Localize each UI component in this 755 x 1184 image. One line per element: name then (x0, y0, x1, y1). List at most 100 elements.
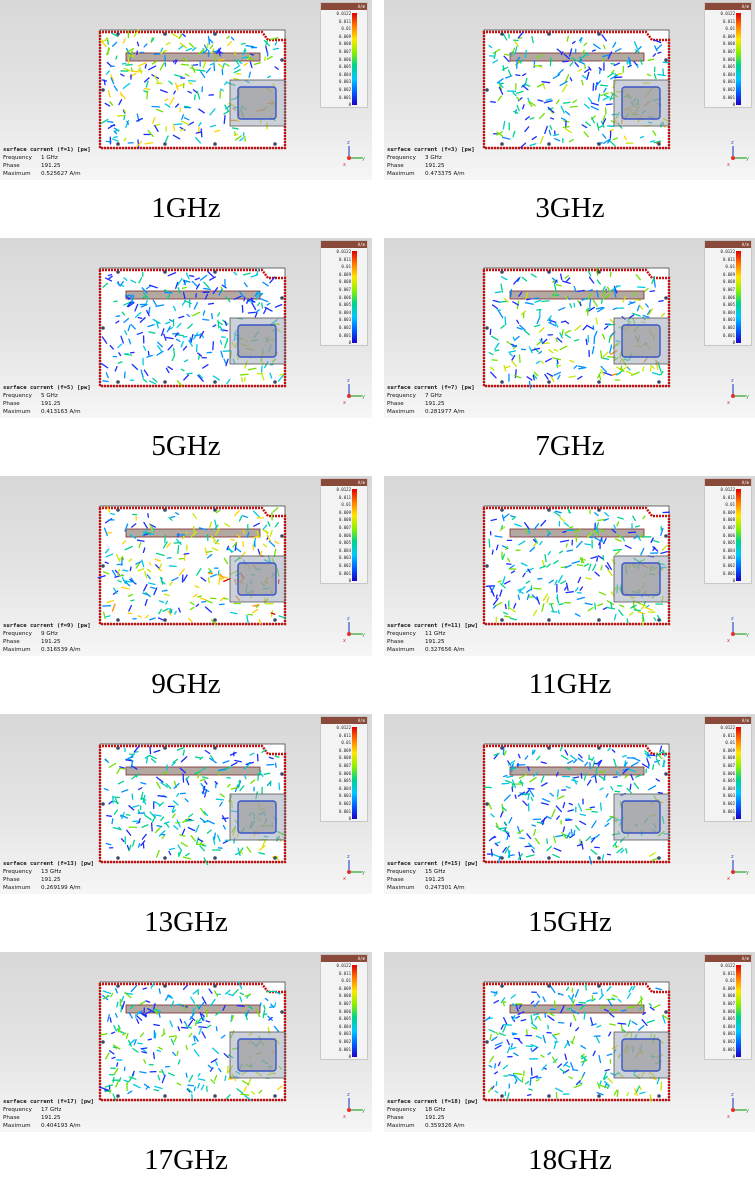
legend-unit: A/m (321, 241, 367, 248)
axes-triad-icon: zyx (340, 138, 366, 168)
legend-tick: 0 (323, 102, 351, 107)
legend-tick: 0.001 (707, 95, 735, 100)
legend-tick: 0.002 (707, 1039, 735, 1044)
axes-triad-icon: zyx (340, 376, 366, 406)
slot (510, 291, 644, 299)
info-label: Phase (387, 162, 425, 170)
legend-tick: 0.0122 (323, 487, 351, 492)
screw-hole (280, 772, 284, 776)
legend-tick: 0 (707, 102, 735, 107)
screw-hole (547, 32, 551, 36)
screw-hole (664, 772, 668, 776)
screw-hole (597, 746, 601, 750)
legend-tick: 0.004 (707, 1024, 735, 1029)
axis-label-x: x (727, 1114, 730, 1120)
component-inner (238, 801, 276, 833)
legend-tick: 0.002 (707, 563, 735, 568)
info-label: Maximum (3, 884, 41, 892)
screw-hole (664, 1010, 668, 1014)
axes-triad-icon: zyx (724, 852, 750, 882)
legend-tick: 0 (707, 1054, 735, 1059)
legend-tick: 0.001 (707, 1047, 735, 1052)
info-value: 191.25 (425, 1114, 445, 1122)
legend-tick: 0.01 (707, 502, 735, 507)
legend-tick: 0.009 (707, 272, 735, 277)
screw-hole (273, 1094, 277, 1098)
legend-tick: 0.005 (323, 1016, 351, 1021)
info-label: Frequency (387, 868, 425, 876)
legend-tick: 0.006 (707, 1009, 735, 1014)
screw-hole (116, 32, 120, 36)
screw-hole (213, 856, 217, 860)
axis-label-x: x (343, 400, 346, 406)
legend-tick: 0.003 (323, 555, 351, 560)
info-label: Frequency (387, 1106, 425, 1114)
info-label: Phase (387, 638, 425, 646)
info-value: 0.269199 A/m (41, 884, 81, 892)
screw-hole (657, 380, 661, 384)
legend-tick: 0.001 (323, 333, 351, 338)
legend-tick: 0.006 (707, 771, 735, 776)
screw-hole (273, 380, 277, 384)
legend-tick: 0.008 (323, 41, 351, 46)
legend-tick: 0.007 (707, 49, 735, 54)
screw-hole (273, 142, 277, 146)
screw-hole (273, 618, 277, 622)
screw-hole (213, 142, 217, 146)
component-inner (622, 87, 660, 119)
info-value: 191.25 (425, 162, 445, 170)
legend-tick: 0.011 (323, 971, 351, 976)
legend-tick: 0.001 (323, 809, 351, 814)
legend-tick: 0.002 (707, 87, 735, 92)
legend-tick: 0.0122 (707, 249, 735, 254)
legend-tick: 0.0122 (707, 725, 735, 730)
axis-label-y: y (362, 1108, 365, 1114)
screw-hole (213, 618, 217, 622)
colorbar (736, 965, 741, 1057)
legend-tick: 0.01 (707, 978, 735, 983)
legend-tick: 0.0122 (323, 963, 351, 968)
legend-tick: 0.001 (707, 333, 735, 338)
info-header: surface current (f=17) [pw] (3, 1098, 203, 1106)
legend-tick: 0.01 (323, 264, 351, 269)
info-value: 11 GHz (425, 630, 445, 638)
legend-tick: 0 (323, 340, 351, 345)
axis-label-y: y (746, 632, 749, 638)
legend-tick: 0.01 (323, 978, 351, 983)
axis-label-z: z (731, 616, 734, 622)
legend-tick: 0.006 (323, 57, 351, 62)
axis-label-z: z (731, 378, 734, 384)
frequency-caption: 3GHz (384, 188, 755, 228)
screw-hole (547, 270, 551, 274)
slot (510, 53, 644, 61)
axis-label-z: z (731, 854, 734, 860)
component-inner (622, 563, 660, 595)
info-value: 191.25 (41, 162, 61, 170)
legend-tick: 0.001 (707, 809, 735, 814)
colorbar (352, 727, 357, 819)
axes-triad-icon: zyx (724, 376, 750, 406)
info-value: 0.359326 A/m (425, 1122, 465, 1130)
legend-tick: 0 (707, 578, 735, 583)
legend-tick: 0.009 (707, 510, 735, 515)
info-label: Phase (3, 638, 41, 646)
legend-tick: 0.009 (707, 986, 735, 991)
legend-tick: 0.011 (707, 495, 735, 500)
legend-tick: 0.003 (707, 555, 735, 560)
info-header: surface current (f=11) [pw] (387, 622, 587, 630)
axis-label-z: z (347, 616, 350, 622)
info-label: Maximum (3, 646, 41, 654)
info-value: 0.281977 A/m (425, 408, 465, 416)
screw-hole (213, 270, 217, 274)
slot (510, 767, 644, 775)
